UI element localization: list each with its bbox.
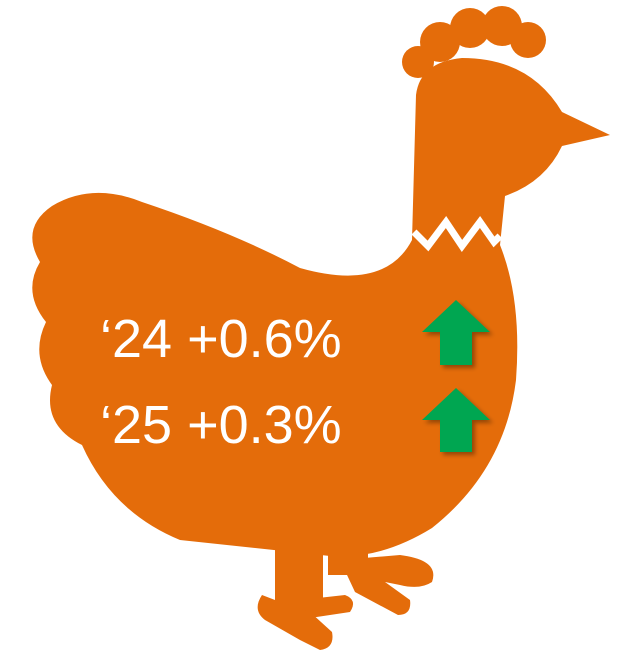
chicken-infographic: ‘24 +0.6% ‘25 +0.3% xyxy=(0,0,625,661)
row-label: ‘25 +0.3% xyxy=(100,395,342,455)
page: {"rows": [{"label": "‘24 +0.6%"}, {"labe… xyxy=(0,0,625,661)
row-label: ‘24 +0.6% xyxy=(100,309,342,369)
